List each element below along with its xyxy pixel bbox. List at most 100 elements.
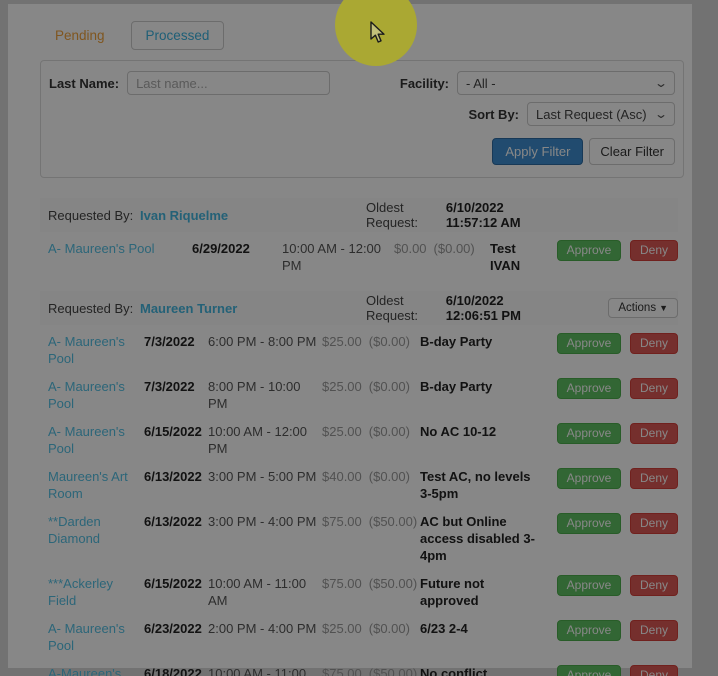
fee-amount: $0.00 [394, 241, 427, 256]
approve-button[interactable]: Approve [556, 468, 622, 489]
request-description: Test AC, no levels 3-5pm [420, 469, 531, 501]
request-row: ***Ackerley Field 6/15/2022 10:00 AM - 1… [40, 570, 678, 615]
request-date: 6/13/2022 [144, 469, 202, 484]
requested-by-label: Requested By: [48, 207, 134, 223]
request-time-range: 10:00 AM - 12:00 PM [208, 424, 308, 456]
fee-paren-amount: ($0.00) [368, 334, 410, 349]
deny-button[interactable]: Deny [629, 423, 678, 444]
request-date: 6/15/2022 [144, 576, 202, 591]
request-description: Test IVAN [490, 241, 521, 273]
group-header: Requested By: Maureen Turner Oldest Requ… [40, 291, 678, 325]
tab-pending[interactable]: Pending [43, 22, 117, 49]
fee-paren-amount: ($50.00) [368, 576, 418, 591]
request-time-range: 2:00 PM - 4:00 PM [208, 621, 317, 636]
facility-link[interactable]: **Darden Diamond [48, 514, 101, 546]
facility-select[interactable]: - All - ⌄ [457, 71, 675, 95]
request-fee: $0.00 ($0.00) [394, 240, 490, 257]
request-row: A- Maureen's Pool 7/3/2022 8:00 PM - 10:… [40, 373, 678, 418]
fee-amount: $25.00 [322, 334, 362, 349]
request-fee: $25.00 ($0.00) [322, 333, 420, 350]
request-time-range: 8:00 PM - 10:00 PM [208, 379, 301, 411]
fee-amount: $75.00 [322, 666, 362, 676]
deny-button[interactable]: Deny [629, 513, 678, 534]
deny-button[interactable]: Deny [629, 620, 678, 641]
fee-amount: $25.00 [322, 424, 362, 439]
chevron-down-icon: ⌄ [653, 107, 669, 121]
approve-button[interactable]: Approve [556, 423, 622, 444]
request-fee: $75.00 ($50.00) [322, 513, 420, 530]
facility-link[interactable]: A- Maureen's Pool [48, 379, 125, 411]
last-name-label: Last Name: [49, 75, 120, 91]
sort-by-select[interactable]: Last Request (Asc) ⌄ [527, 102, 675, 126]
last-name-input[interactable] [127, 71, 331, 95]
request-fee: $25.00 ($0.00) [322, 378, 420, 395]
fee-paren-amount: ($0.00) [433, 241, 475, 256]
fee-paren-amount: ($0.00) [368, 379, 410, 394]
request-fee: $25.00 ($0.00) [322, 620, 420, 637]
deny-button[interactable]: Deny [629, 575, 678, 596]
request-fee: $75.00 ($50.00) [322, 665, 420, 676]
deny-button[interactable]: Deny [629, 240, 678, 261]
approve-button[interactable]: Approve [556, 620, 622, 641]
request-time-range: 10:00 AM - 11:00 AM [208, 666, 307, 676]
deny-button[interactable]: Deny [629, 333, 678, 354]
deny-button[interactable]: Deny [629, 378, 678, 399]
fee-paren-amount: ($0.00) [368, 469, 410, 484]
request-row: **Darden Diamond 6/13/2022 3:00 PM - 4:0… [40, 508, 678, 570]
tab-processed[interactable]: Processed [130, 20, 225, 50]
request-date: 6/15/2022 [144, 424, 202, 439]
request-group: Requested By: Maureen Turner Oldest Requ… [40, 291, 678, 676]
request-time-range: 3:00 PM - 4:00 PM [208, 514, 317, 529]
fee-paren-amount: ($50.00) [368, 666, 418, 676]
request-description: No AC 10-12 [420, 424, 497, 439]
clear-filter-button[interactable]: Clear Filter [589, 138, 675, 165]
request-groups: Requested By: Ivan Riquelme Oldest Reque… [40, 198, 684, 676]
facility-link[interactable]: A-Maureen's Classroom [48, 666, 122, 676]
requester-link[interactable]: Maureen Turner [140, 300, 238, 316]
oldest-request-label: Oldest Request: [366, 200, 419, 230]
request-fee: $40.00 ($0.00) [322, 468, 420, 485]
filter-panel: Last Name: Facility: - All - ⌄ Sort By: … [40, 60, 684, 178]
requested-by-label: Requested By: [48, 300, 134, 316]
request-fee: $75.00 ($50.00) [322, 575, 420, 592]
facility-link[interactable]: ***Ackerley Field [48, 576, 114, 608]
facility-link[interactable]: Maureen's Art Room [48, 469, 128, 501]
request-row: A-Maureen's Classroom 6/18/2022 10:00 AM… [40, 660, 678, 676]
approve-button[interactable]: Approve [556, 665, 622, 676]
actions-button[interactable]: Actions ▼ [608, 298, 678, 318]
request-time-range: 3:00 PM - 5:00 PM [208, 469, 317, 484]
request-row: A- Maureen's Pool 6/15/2022 10:00 AM - 1… [40, 418, 678, 463]
request-time-range: 10:00 AM - 12:00 PM [282, 241, 382, 273]
facility-link[interactable]: A- Maureen's Pool [48, 334, 125, 366]
facility-link[interactable]: A- Maureen's Pool [48, 621, 125, 653]
fee-paren-amount: ($0.00) [368, 424, 410, 439]
approve-button[interactable]: Approve [556, 333, 622, 354]
apply-filter-button[interactable]: Apply Filter [492, 138, 584, 165]
fee-amount: $25.00 [322, 621, 362, 636]
approve-button[interactable]: Approve [556, 378, 622, 399]
fee-amount: $75.00 [322, 514, 362, 529]
facility-link[interactable]: A- Maureen's Pool [48, 241, 155, 256]
request-fee: $25.00 ($0.00) [322, 423, 420, 440]
facility-link[interactable]: A- Maureen's Pool [48, 424, 125, 456]
request-description: B-day Party [420, 379, 493, 394]
request-row: A- Maureen's Pool 6/23/2022 2:00 PM - 4:… [40, 615, 678, 660]
oldest-request-value: 6/10/2022 11:57:12 AM [445, 200, 521, 230]
fee-amount: $25.00 [322, 379, 362, 394]
fee-amount: $40.00 [322, 469, 362, 484]
request-date: 7/3/2022 [144, 334, 195, 349]
approve-button[interactable]: Approve [556, 513, 622, 534]
sort-by-selected-value: Last Request (Asc) [536, 106, 647, 122]
request-description: AC but Online access disabled 3-4pm [420, 514, 535, 563]
requester-link[interactable]: Ivan Riquelme [140, 207, 229, 223]
deny-button[interactable]: Deny [629, 665, 678, 676]
request-date: 6/18/2022 [144, 666, 202, 676]
facility-label: Facility: [399, 75, 449, 91]
fee-amount: $75.00 [322, 576, 362, 591]
approve-button[interactable]: Approve [556, 240, 622, 261]
request-time-range: 6:00 PM - 8:00 PM [208, 334, 317, 349]
deny-button[interactable]: Deny [629, 468, 678, 489]
request-description: No conflict [420, 666, 488, 676]
approve-button[interactable]: Approve [556, 575, 622, 596]
request-row: A- Maureen's Pool 7/3/2022 6:00 PM - 8:0… [40, 328, 678, 373]
